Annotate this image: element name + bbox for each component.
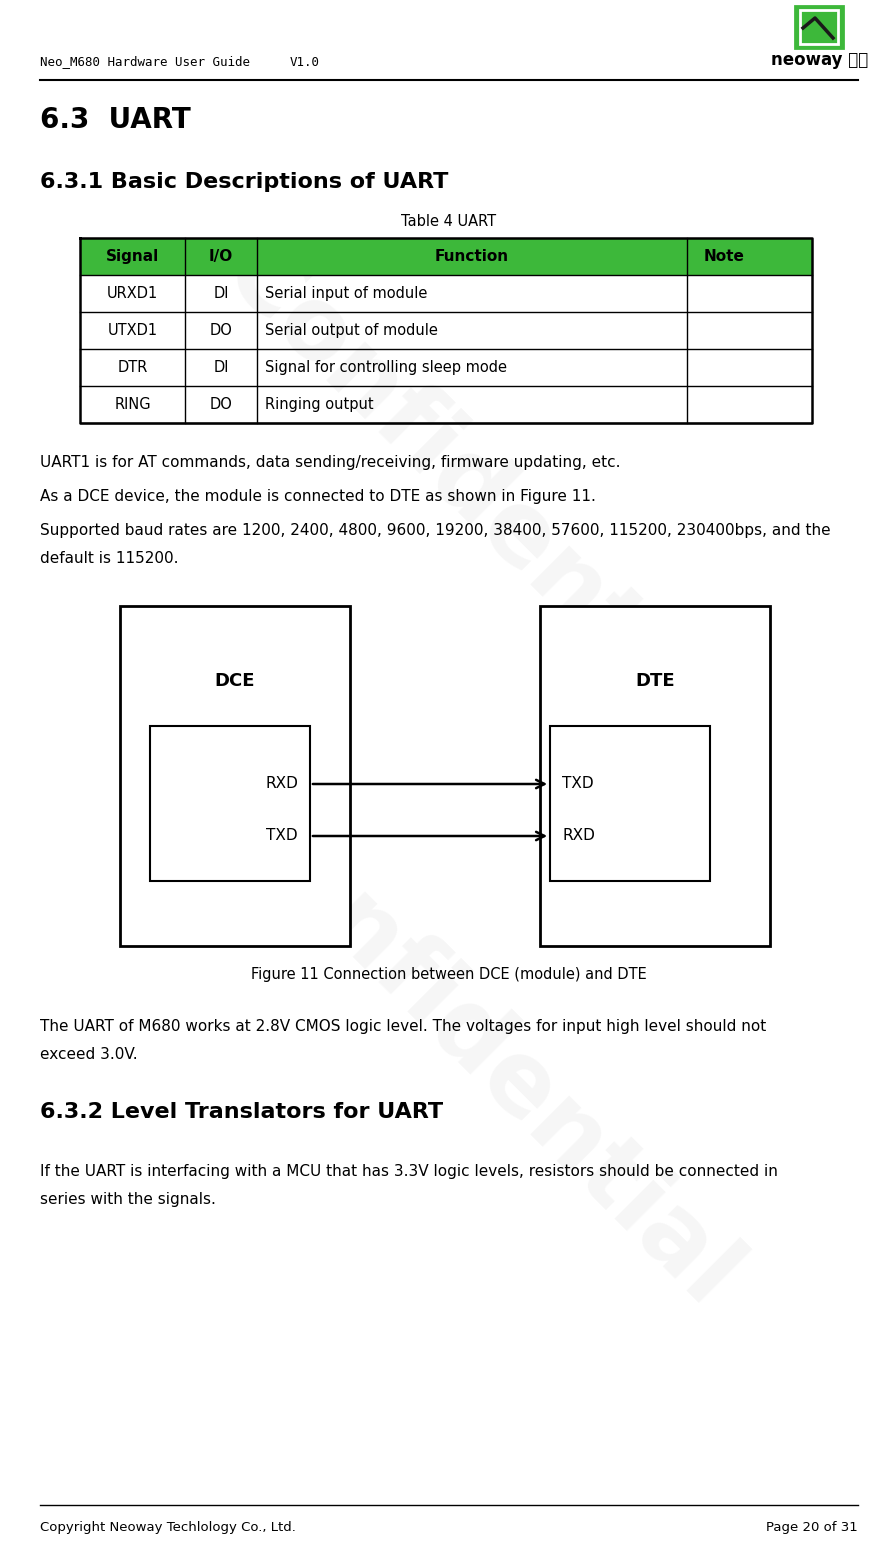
- Text: default is 115200.: default is 115200.: [40, 550, 178, 566]
- Text: Signal: Signal: [106, 248, 159, 264]
- Text: URXD1: URXD1: [107, 285, 158, 301]
- Text: The UART of M680 works at 2.8V CMOS logic level. The voltages for input high lev: The UART of M680 works at 2.8V CMOS logi…: [40, 1019, 766, 1035]
- FancyBboxPatch shape: [800, 9, 838, 45]
- Text: exceed 3.0V.: exceed 3.0V.: [40, 1047, 137, 1062]
- Text: Note: Note: [704, 248, 745, 264]
- Bar: [80, 237, 812, 274]
- Text: neoway 有方: neoway 有方: [772, 51, 869, 69]
- Text: Ringing output: Ringing output: [265, 396, 374, 412]
- Text: 6.3.1 Basic Descriptions of UART: 6.3.1 Basic Descriptions of UART: [40, 173, 449, 193]
- Text: As a DCE device, the module is connected to DTE as shown in Figure 11.: As a DCE device, the module is connected…: [40, 489, 596, 504]
- Bar: [120, 606, 350, 945]
- Text: Signal for controlling sleep mode: Signal for controlling sleep mode: [265, 359, 507, 375]
- Text: DI: DI: [213, 359, 228, 375]
- Text: I/O: I/O: [209, 248, 233, 264]
- Text: UART1 is for AT commands, data sending/receiving, firmware updating, etc.: UART1 is for AT commands, data sending/r…: [40, 455, 621, 470]
- Text: Table 4 UART: Table 4 UART: [401, 214, 497, 230]
- Text: TXD: TXD: [267, 828, 298, 843]
- Text: UTXD1: UTXD1: [107, 322, 158, 338]
- Bar: [150, 726, 310, 880]
- Text: DO: DO: [210, 396, 233, 412]
- Text: TXD: TXD: [562, 777, 593, 791]
- Text: Supported baud rates are 1200, 2400, 4800, 9600, 19200, 38400, 57600, 115200, 23: Supported baud rates are 1200, 2400, 480…: [40, 523, 830, 538]
- Text: 6.3.2 Level Translators for UART: 6.3.2 Level Translators for UART: [40, 1103, 443, 1123]
- Text: Confidential: Confidential: [203, 224, 756, 777]
- Bar: [540, 606, 770, 945]
- Text: Confidential: Confidential: [203, 773, 756, 1326]
- Text: RXD: RXD: [562, 828, 595, 843]
- Text: DTE: DTE: [635, 672, 675, 689]
- Text: DCE: DCE: [215, 672, 255, 689]
- Text: 6.3  UART: 6.3 UART: [40, 106, 191, 134]
- Text: Neo_M680 Hardware User Guide: Neo_M680 Hardware User Guide: [40, 56, 250, 68]
- Text: RXD: RXD: [265, 777, 298, 791]
- Text: If the UART is interfacing with a MCU that has 3.3V logic levels, resistors shou: If the UART is interfacing with a MCU th…: [40, 1164, 778, 1180]
- Text: series with the signals.: series with the signals.: [40, 1192, 216, 1207]
- Text: DI: DI: [213, 285, 228, 301]
- Bar: [550, 726, 710, 880]
- Text: Figure 11 Connection between DCE (module) and DTE: Figure 11 Connection between DCE (module…: [252, 967, 647, 982]
- Text: RING: RING: [114, 396, 151, 412]
- Text: Serial output of module: Serial output of module: [265, 322, 438, 338]
- Text: DTR: DTR: [118, 359, 148, 375]
- Text: V1.0: V1.0: [290, 56, 320, 68]
- Text: Serial input of module: Serial input of module: [265, 285, 427, 301]
- Text: Function: Function: [435, 248, 509, 264]
- Text: DO: DO: [210, 322, 233, 338]
- FancyBboxPatch shape: [795, 6, 843, 48]
- Text: Copyright Neoway Techlology Co., Ltd.: Copyright Neoway Techlology Co., Ltd.: [40, 1520, 296, 1533]
- Text: Page 20 of 31: Page 20 of 31: [766, 1520, 858, 1533]
